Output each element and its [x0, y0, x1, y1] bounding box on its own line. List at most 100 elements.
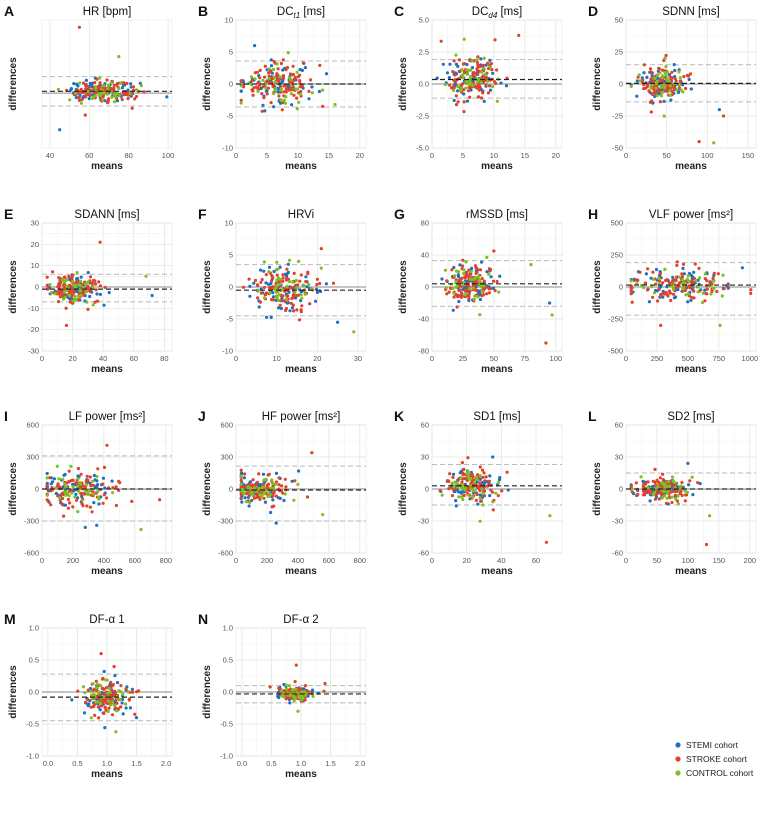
- data-point: [692, 270, 696, 274]
- data-point: [67, 293, 72, 297]
- data-point: [478, 313, 482, 317]
- data-point: [275, 260, 279, 264]
- data-point: [73, 495, 77, 499]
- data-point: [262, 478, 266, 482]
- data-point: [130, 687, 134, 692]
- y-tick-label: -1.0: [26, 752, 39, 761]
- data-point: [268, 286, 272, 291]
- data-point: [662, 489, 666, 494]
- x-tick-label: 200: [67, 556, 80, 565]
- data-point: [685, 490, 690, 494]
- data-point: [466, 82, 470, 86]
- data-point: [468, 287, 472, 291]
- data-point: [705, 292, 709, 296]
- data-point: [673, 481, 678, 485]
- data-point: [95, 479, 99, 483]
- data-point: [58, 284, 62, 288]
- y-tick-label: -2.5: [416, 112, 429, 121]
- data-point: [467, 477, 471, 481]
- data-point: [84, 289, 89, 294]
- data-point: [263, 75, 267, 79]
- data-point: [686, 461, 690, 465]
- data-point: [658, 491, 662, 495]
- data-point: [165, 95, 169, 99]
- y-tick-label: 80: [421, 219, 429, 228]
- data-point: [696, 481, 700, 485]
- data-point: [298, 92, 303, 96]
- data-point: [117, 689, 121, 693]
- data-point: [126, 96, 130, 101]
- data-point: [681, 266, 685, 270]
- data-point: [456, 478, 460, 482]
- data-point: [447, 479, 451, 483]
- data-point: [272, 269, 276, 274]
- x-tick-label: 0.5: [266, 759, 276, 768]
- data-point: [675, 275, 679, 279]
- data-point: [110, 479, 114, 483]
- data-point: [306, 270, 310, 274]
- data-point: [83, 492, 87, 496]
- data-point: [84, 483, 88, 487]
- data-point: [275, 72, 279, 76]
- data-point: [71, 505, 75, 509]
- y-tick-label: -500: [608, 347, 623, 356]
- data-point: [687, 483, 691, 487]
- data-point: [655, 492, 659, 496]
- data-point: [662, 99, 666, 103]
- data-point: [94, 94, 98, 98]
- data-point: [673, 489, 677, 494]
- data-point: [464, 260, 468, 264]
- y-tick-label: -60: [418, 549, 429, 558]
- data-point: [88, 686, 93, 691]
- data-point: [276, 67, 280, 71]
- data-point: [91, 483, 95, 487]
- data-point: [464, 79, 468, 84]
- data-point: [76, 496, 80, 500]
- data-point: [106, 97, 111, 101]
- data-point: [278, 75, 282, 79]
- data-point: [462, 62, 466, 66]
- data-point: [96, 700, 100, 704]
- data-point: [491, 85, 495, 89]
- data-point: [65, 284, 69, 288]
- data-point: [336, 320, 340, 324]
- y-tick-label: 30: [421, 453, 429, 462]
- y-tick-label: -25: [612, 112, 623, 121]
- y-tick-label: 30: [615, 453, 623, 462]
- data-point: [134, 94, 139, 99]
- data-point: [271, 275, 275, 280]
- x-tick-label: 0: [40, 556, 44, 565]
- data-point: [93, 300, 97, 304]
- data-point: [703, 288, 707, 292]
- data-point: [488, 287, 493, 291]
- data-point: [279, 277, 283, 282]
- data-point: [101, 482, 105, 486]
- data-point: [645, 288, 650, 292]
- data-point: [267, 67, 271, 71]
- panel-title: SD2 [ms]: [667, 411, 714, 423]
- panel-letter: D: [588, 3, 598, 19]
- data-point: [290, 103, 294, 107]
- data-point: [465, 72, 469, 76]
- data-point: [112, 83, 116, 87]
- data-point: [85, 300, 89, 304]
- data-point: [113, 674, 117, 678]
- data-point: [256, 283, 260, 287]
- data-point: [269, 64, 274, 68]
- data-point: [448, 472, 452, 476]
- data-point: [90, 510, 94, 514]
- data-point: [270, 478, 274, 482]
- data-point: [45, 275, 49, 279]
- data-point: [74, 297, 78, 302]
- data-point: [692, 296, 696, 300]
- data-point: [495, 279, 499, 284]
- data-point: [647, 89, 651, 93]
- data-point: [283, 101, 288, 105]
- data-point: [657, 67, 662, 71]
- data-point: [696, 290, 700, 294]
- data-point: [239, 89, 243, 93]
- data-point: [630, 300, 634, 304]
- data-point: [84, 82, 88, 87]
- data-point: [284, 683, 288, 687]
- data-point: [460, 486, 464, 490]
